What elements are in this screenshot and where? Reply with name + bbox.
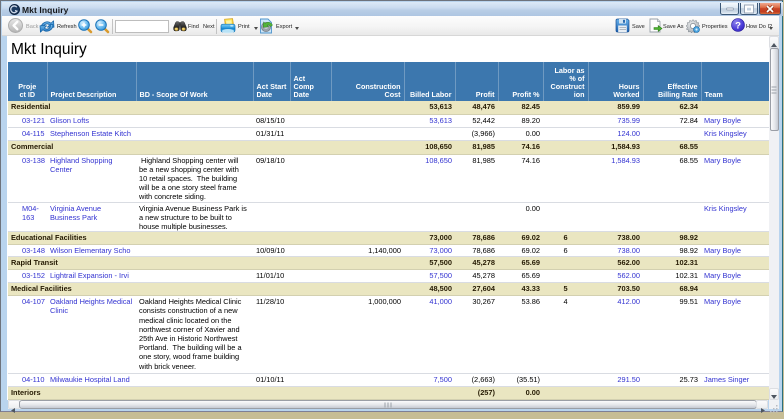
svg-text:?: ? xyxy=(735,20,741,31)
